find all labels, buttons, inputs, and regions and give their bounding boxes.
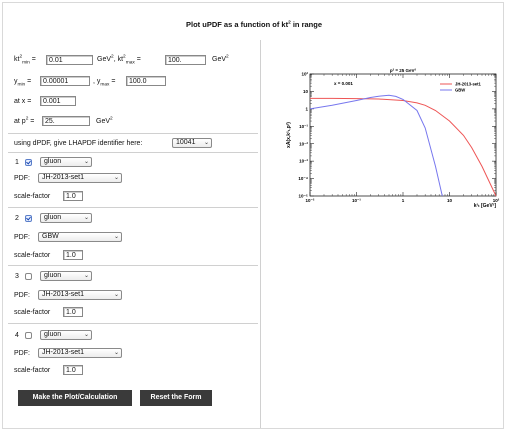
chevron-down-icon: ⌄ xyxy=(83,159,89,165)
pdf-label: PDF: xyxy=(14,175,30,182)
x-input[interactable]: 0.001 xyxy=(40,96,76,106)
lhapdf-label: using dPDF, give LHAPDF identifier here: xyxy=(14,140,143,147)
scale-factor-input[interactable]: 1.0 xyxy=(63,191,83,201)
scale-factor-input[interactable]: 1.0 xyxy=(63,307,83,317)
chevron-down-icon: ⌄ xyxy=(203,140,209,146)
x-tick-label: 10 xyxy=(447,198,453,203)
column-divider xyxy=(260,40,261,428)
x-tick-label: 10⁻² xyxy=(306,198,315,203)
y-max-input[interactable]: 100.0 xyxy=(126,76,166,86)
y-tick-label: 10⁻⁴ xyxy=(298,176,308,181)
y-tick-label: 10⁻⁵ xyxy=(299,194,309,199)
parton-select[interactable]: gluon ⌄ xyxy=(40,213,92,223)
y-min-label: ymin = xyxy=(14,78,32,88)
pdf-select[interactable]: JH-2013-set1 ⌄ xyxy=(38,348,122,358)
separator xyxy=(8,265,258,266)
pdf-block-checkbox[interactable] xyxy=(25,159,32,166)
scale-factor-label: scale-factor xyxy=(14,252,51,259)
pdf-block-checkbox[interactable] xyxy=(25,273,32,280)
page-frame xyxy=(2,2,504,429)
y-tick-label: 10⁻¹ xyxy=(299,124,308,129)
kt2-min-input[interactable]: 0.01 xyxy=(46,55,93,65)
chevron-down-icon: ⌄ xyxy=(113,350,119,356)
updf-plot-svg: 10⁻² 10⁻¹ 1 10 10² 10² 10 1 10⁻¹ 10⁻² 10⁻³ 10⁻⁴ 10⁻⁵… xyxy=(286,68,500,209)
scale-factor-label: scale-factor xyxy=(14,193,51,200)
separator xyxy=(8,133,258,134)
page-title: Plot uPDF as a function of kt2 in range xyxy=(185,20,323,29)
pdf-select[interactable]: JH-2013-set1 ⌄ xyxy=(38,290,122,300)
kt2-max-unit: GeV2 xyxy=(212,54,229,63)
plot-frame xyxy=(309,73,497,197)
scale-factor-label: scale-factor xyxy=(14,367,51,374)
chevron-down-icon: ⌄ xyxy=(113,234,119,240)
y-tick-label: 10 xyxy=(303,89,309,94)
pdf-block-number: 3 xyxy=(15,273,19,280)
parton-select[interactable]: gluon ⌄ xyxy=(40,330,92,340)
series-line-gbw xyxy=(309,94,443,197)
chevron-down-icon: ⌄ xyxy=(113,175,119,181)
scale-factor-label: scale-factor xyxy=(14,309,51,316)
chevron-down-icon: ⌄ xyxy=(83,215,89,221)
pdf-block-checkbox[interactable] xyxy=(25,332,32,339)
pdf-label: PDF: xyxy=(14,292,30,299)
x-tick-label: 10² xyxy=(493,198,500,203)
y-max-label: , ymax = xyxy=(93,78,116,88)
y-tick-label: 10⁻³ xyxy=(299,159,308,164)
x-tick-label: 1 xyxy=(402,198,405,203)
kt2-min-label: kt2min = xyxy=(14,54,36,66)
pdf-label: PDF: xyxy=(14,234,30,241)
plot-title: p² = 25 GeV² xyxy=(390,68,417,73)
pdf-block-number: 4 xyxy=(15,332,19,339)
chevron-down-icon: ⌄ xyxy=(83,332,89,338)
parton-select[interactable]: gluon ⌄ xyxy=(40,157,92,167)
plot-form: kt2min = 0.01 GeV2, kt2max = 100. GeV2 y… xyxy=(0,0,260,433)
scale-factor-input[interactable]: 1.0 xyxy=(63,365,83,375)
pdf-block-number: 2 xyxy=(15,215,19,222)
x-label: at x = xyxy=(14,98,32,105)
pdf-select[interactable]: JH-2013-set1 ⌄ xyxy=(38,173,122,183)
kt2-max-label: GeV2, kt2max = xyxy=(97,54,141,66)
separator xyxy=(8,152,258,153)
scale-factor-input[interactable]: 1.0 xyxy=(63,250,83,260)
chevron-down-icon: ⌄ xyxy=(113,292,119,298)
x-axis-label: k²ₜ [GeV²] xyxy=(474,203,497,209)
parton-select[interactable]: gluon ⌄ xyxy=(40,271,92,281)
separator xyxy=(8,207,258,208)
make-plot-button[interactable]: Make the Plot/Calculation xyxy=(18,390,132,406)
y-axis-label: xA(x,k²ₜ,p²) xyxy=(286,122,292,148)
pdf-block-number: 1 xyxy=(15,159,19,166)
p2-input[interactable]: 25. xyxy=(42,116,90,126)
legend-label: GBW xyxy=(455,88,465,93)
updf-plot: 10⁻² 10⁻¹ 1 10 10² 10² 10 1 10⁻¹ 10⁻² 10⁻³ 10⁻⁴ 10⁻⁵… xyxy=(283,66,508,216)
lhapdf-select[interactable]: 10041 ⌄ xyxy=(172,138,212,148)
pdf-block-checkbox[interactable] xyxy=(25,215,32,222)
p2-unit: GeV2 xyxy=(96,116,113,125)
pdf-label: PDF: xyxy=(14,350,30,357)
series-line-jh-2013-set1 xyxy=(310,97,497,197)
x-tick-label: 10⁻¹ xyxy=(352,198,361,203)
pdf-select[interactable]: GBW ⌄ xyxy=(38,232,122,242)
reset-form-button[interactable]: Reset the Form xyxy=(140,390,212,406)
plot-annotation: x = 0.001 xyxy=(334,81,353,86)
chevron-down-icon: ⌄ xyxy=(83,273,89,279)
y-min-input[interactable]: 0.00001 xyxy=(40,76,90,86)
separator xyxy=(8,323,258,324)
y-tick-label: 1 xyxy=(305,106,308,111)
kt2-max-input[interactable]: 100. xyxy=(165,55,206,65)
p2-label: at p2 = xyxy=(14,116,35,125)
legend-label: JH-2013-set1 xyxy=(455,82,482,87)
y-tick-label: 10⁻² xyxy=(299,141,308,146)
y-tick-label: 10² xyxy=(301,72,308,77)
